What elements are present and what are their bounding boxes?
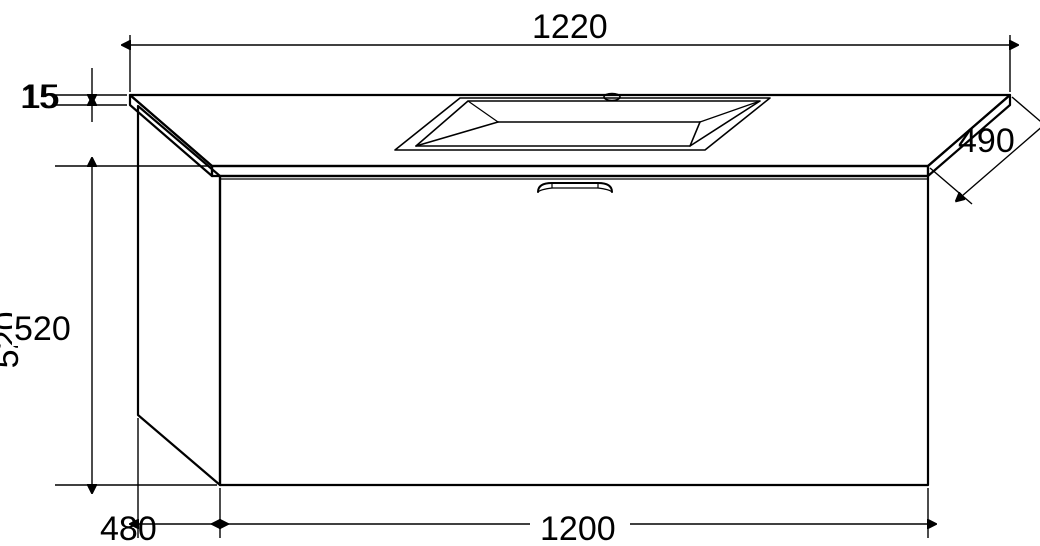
lbl-1220: 1220 <box>532 8 608 46</box>
lbl-15: 15 <box>20 78 58 116</box>
lbl-480: 480 <box>100 510 157 546</box>
lbl-520: 520 <box>14 310 71 348</box>
lbl-1200: 1200 <box>540 510 616 546</box>
lbl-490: 490 <box>958 122 1015 160</box>
drawing-canvas: 1220 15 520 1220 15 520 480 1200 490 <box>0 0 1040 546</box>
